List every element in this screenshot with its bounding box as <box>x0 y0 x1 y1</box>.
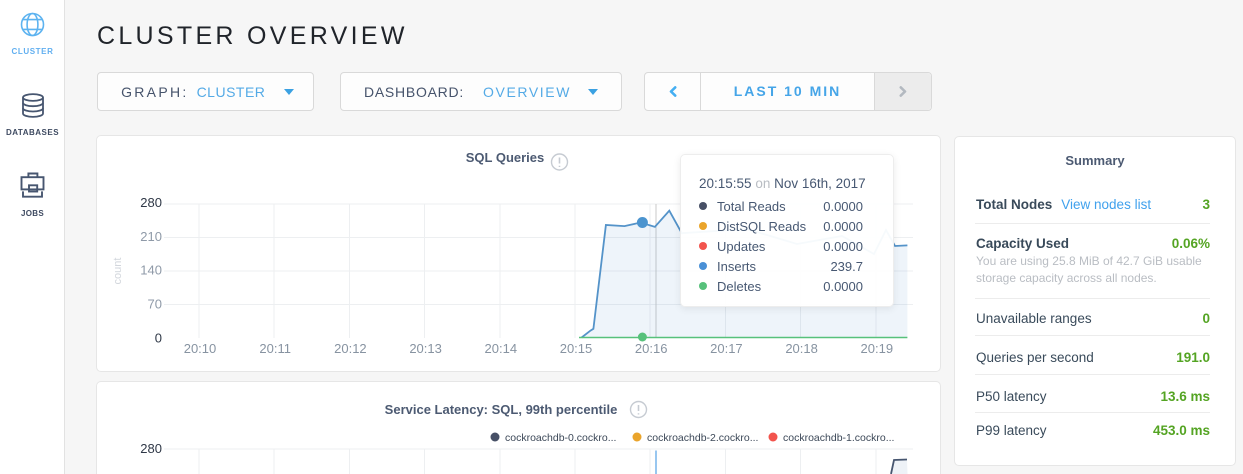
svg-text:cockroachdb-2.cockro...: cockroachdb-2.cockro... <box>647 432 758 444</box>
svg-text:20:14: 20:14 <box>485 341 518 356</box>
svg-text:cockroachdb-1.cockro...: cockroachdb-1.cockro... <box>783 432 894 444</box>
svg-text:count: count <box>112 258 124 285</box>
svg-text:280: 280 <box>140 195 162 210</box>
svg-text:140: 140 <box>140 263 162 278</box>
svg-text:20:17: 20:17 <box>710 341 743 356</box>
svg-text:20:18: 20:18 <box>785 341 818 356</box>
svg-text:20:10: 20:10 <box>184 341 217 356</box>
svg-text:20:13: 20:13 <box>409 341 442 356</box>
svg-text:0: 0 <box>155 331 162 346</box>
svg-text:70: 70 <box>148 296 162 311</box>
svg-text:20:19: 20:19 <box>861 341 894 356</box>
svg-text:20:15: 20:15 <box>560 341 593 356</box>
svg-text:210: 210 <box>140 229 162 244</box>
svg-text:20:12: 20:12 <box>334 341 367 356</box>
svg-text:cockroachdb-0.cockro...: cockroachdb-0.cockro... <box>505 432 616 444</box>
svg-text:20:11: 20:11 <box>259 341 291 356</box>
svg-text:280: 280 <box>140 441 162 456</box>
svg-text:20:16: 20:16 <box>635 341 668 356</box>
